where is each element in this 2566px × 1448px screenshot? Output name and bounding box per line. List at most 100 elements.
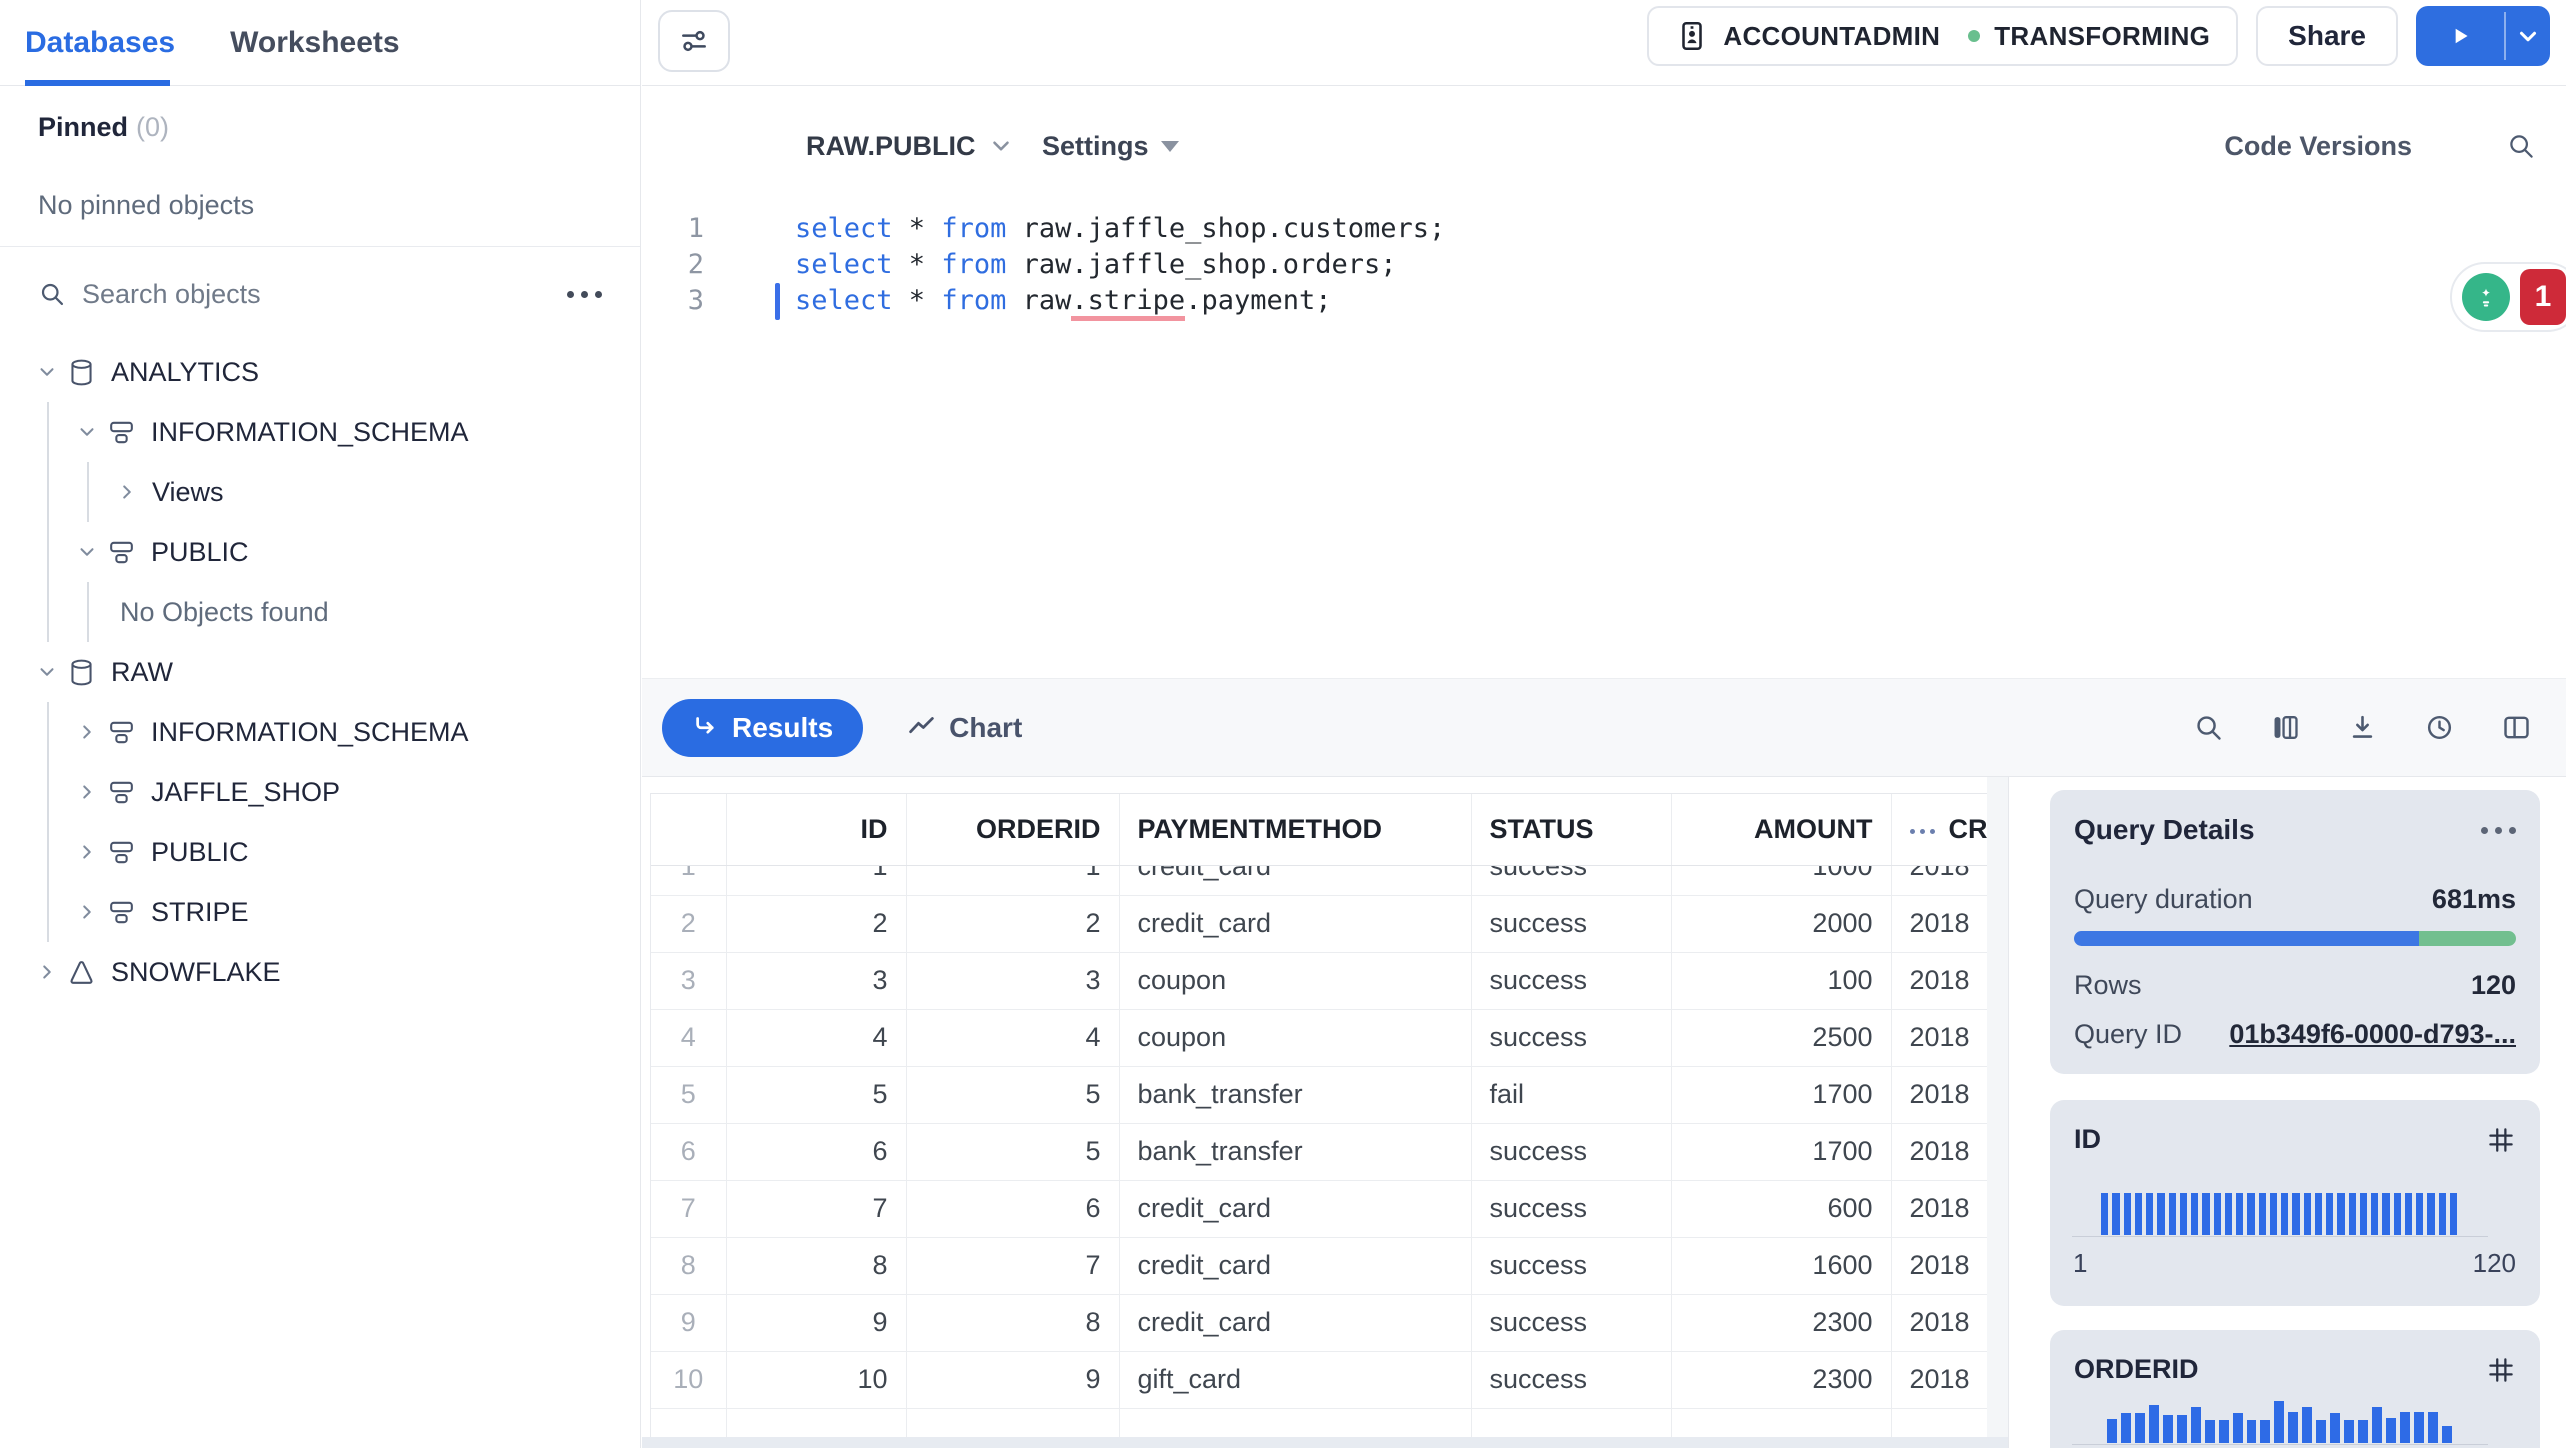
code-line[interactable]: 3 select * from raw.stripe.payment; [642,283,2566,321]
id-histogram[interactable] [2101,1193,2457,1235]
search-results-icon[interactable] [2193,712,2224,743]
table-cell[interactable]: credit_card [1119,895,1472,953]
table-cell[interactable]: 8 [726,1237,907,1295]
tree-item-raw-information-schema[interactable]: INFORMATION_SCHEMA [0,702,640,762]
table-cell[interactable]: 1700 [1671,1066,1892,1124]
chevron-right-icon[interactable] [76,901,98,923]
table-row[interactable]: 9 9 8 credit_card success 2300 2018 [651,1294,1987,1352]
column-header-orderid[interactable]: ORDERID [906,794,1120,866]
columns-icon[interactable] [2270,712,2301,743]
table-cell[interactable] [1471,1408,1672,1437]
row-number-cell[interactable] [651,1408,727,1437]
chevron-right-icon[interactable] [76,781,98,803]
orderid-histogram[interactable] [2107,1401,2452,1443]
table-cell[interactable]: success [1471,952,1672,1010]
table-cell[interactable]: 7 [906,1237,1120,1295]
chevron-right-icon[interactable] [76,721,98,743]
chevron-down-icon[interactable] [76,421,98,443]
table-cell[interactable]: gift_card [1119,1351,1472,1409]
sidebar-more-menu[interactable] [567,290,602,298]
results-table[interactable]: 1 1 1 credit_card success 1000 2018 2 2 2 credit_c… [650,793,1987,1437]
table-cell[interactable]: 2018 [1891,1123,1987,1181]
table-cell[interactable]: 2018 [1891,952,1987,1010]
tree-item-jaffle-shop[interactable]: JAFFLE_SHOP [0,762,640,822]
query-history-clock-icon[interactable] [2424,712,2455,743]
table-cell[interactable]: 2018 [1891,1009,1987,1067]
chevron-right-icon[interactable] [76,841,98,863]
table-cell[interactable]: 8 [906,1294,1120,1352]
tab-databases[interactable]: Databases [25,25,176,59]
row-number-cell[interactable]: 5 [651,1066,727,1124]
table-cell[interactable]: coupon [1119,952,1472,1010]
run-options-chevron-icon[interactable] [2506,6,2550,66]
tab-results[interactable]: Results [662,698,864,757]
chevron-right-icon[interactable] [36,961,58,983]
table-cell[interactable]: 2018 [1891,1351,1987,1409]
table-cell[interactable] [726,1408,907,1437]
table-horizontal-scrollbar[interactable] [642,1437,2008,1448]
table-cell[interactable]: bank_transfer [1119,1123,1472,1181]
table-cell[interactable]: success [1471,895,1672,953]
table-cell[interactable]: 1600 [1671,1237,1892,1295]
table-cell[interactable]: 2 [906,895,1120,953]
editor-search-button[interactable] [2506,114,2536,178]
table-cell[interactable]: 2018 [1891,1237,1987,1295]
table-cell[interactable]: 600 [1671,1180,1892,1238]
table-row[interactable]: 4 4 4 coupon success 2500 2018 [651,1009,1987,1067]
row-number-cell[interactable]: 4 [651,1009,727,1067]
table-cell[interactable]: 9 [906,1351,1120,1409]
table-cell[interactable]: 1700 [1671,1123,1892,1181]
table-row[interactable]: 6 6 5 bank_transfer success 1700 2018 [651,1123,1987,1181]
table-cell[interactable]: credit_card [1119,1237,1472,1295]
table-vertical-scrollbar[interactable] [1987,777,2008,1448]
tree-item-raw[interactable]: RAW [0,642,640,702]
table-row[interactable]: 3 3 3 coupon success 100 2018 [651,952,1987,1010]
table-cell[interactable]: 5 [726,1066,907,1124]
split-panel-icon[interactable] [2501,712,2532,743]
table-cell[interactable]: 2018 [1891,895,1987,953]
table-cell[interactable]: coupon [1119,1009,1472,1067]
worksheet-options-button[interactable] [658,10,730,72]
row-number-cell[interactable]: 3 [651,952,727,1010]
table-cell[interactable]: success [1471,1180,1672,1238]
table-cell[interactable]: 9 [726,1294,907,1352]
tab-chart[interactable]: Chart [907,712,1022,744]
numeric-grid-icon[interactable] [2486,1355,2516,1385]
table-cell[interactable]: 2 [726,895,907,953]
table-cell[interactable] [1671,1408,1892,1437]
run-button[interactable] [2416,6,2550,66]
table-cell[interactable]: success [1471,1123,1672,1181]
column-menu-dots[interactable] [1909,828,1935,834]
table-cell[interactable] [1891,1408,1987,1437]
table-cell[interactable]: fail [1471,1066,1672,1124]
table-cell[interactable]: 6 [906,1180,1120,1238]
table-cell[interactable]: 2300 [1671,1351,1892,1409]
table-cell[interactable]: 5 [906,1123,1120,1181]
chevron-down-icon[interactable] [76,541,98,563]
tree-item-analytics[interactable]: ANALYTICS [0,342,640,402]
table-row[interactable]: 10 10 9 gift_card success 2300 2018 [651,1351,1987,1409]
column-header-amount[interactable]: AMOUNT [1671,794,1892,866]
table-cell[interactable] [1119,1408,1472,1437]
query-details-menu[interactable] [2481,826,2516,834]
table-cell[interactable]: 2000 [1671,895,1892,953]
object-search[interactable]: Search objects [0,262,640,326]
table-cell[interactable]: success [1471,1351,1672,1409]
search-input[interactable]: Search objects [82,278,261,309]
tab-worksheets[interactable]: Worksheets [230,25,400,59]
sql-editor[interactable]: 1 select * from raw.jaffle_shop.customers… [642,211,2566,321]
tree-item-raw-public[interactable]: PUBLIC [0,822,640,882]
table-cell[interactable]: 2500 [1671,1009,1892,1067]
row-number-cell[interactable]: 6 [651,1123,727,1181]
code-line[interactable]: 1 select * from raw.jaffle_shop.customers… [642,211,2566,247]
table-cell[interactable]: success [1471,1294,1672,1352]
query-id-link[interactable]: 01b349f6-0000-d793-... [2229,1019,2516,1049]
table-cell[interactable]: 7 [726,1180,907,1238]
table-row[interactable]: 8 8 7 credit_card success 1600 2018 [651,1237,1987,1295]
settings-dropdown[interactable]: Settings [1042,114,1179,178]
table-cell[interactable]: success [1471,1237,1672,1295]
table-cell[interactable]: 4 [726,1009,907,1067]
table-cell[interactable]: 3 [726,952,907,1010]
table-row[interactable]: 7 7 6 credit_card success 600 2018 [651,1180,1987,1238]
row-number-cell[interactable]: 10 [651,1351,727,1409]
